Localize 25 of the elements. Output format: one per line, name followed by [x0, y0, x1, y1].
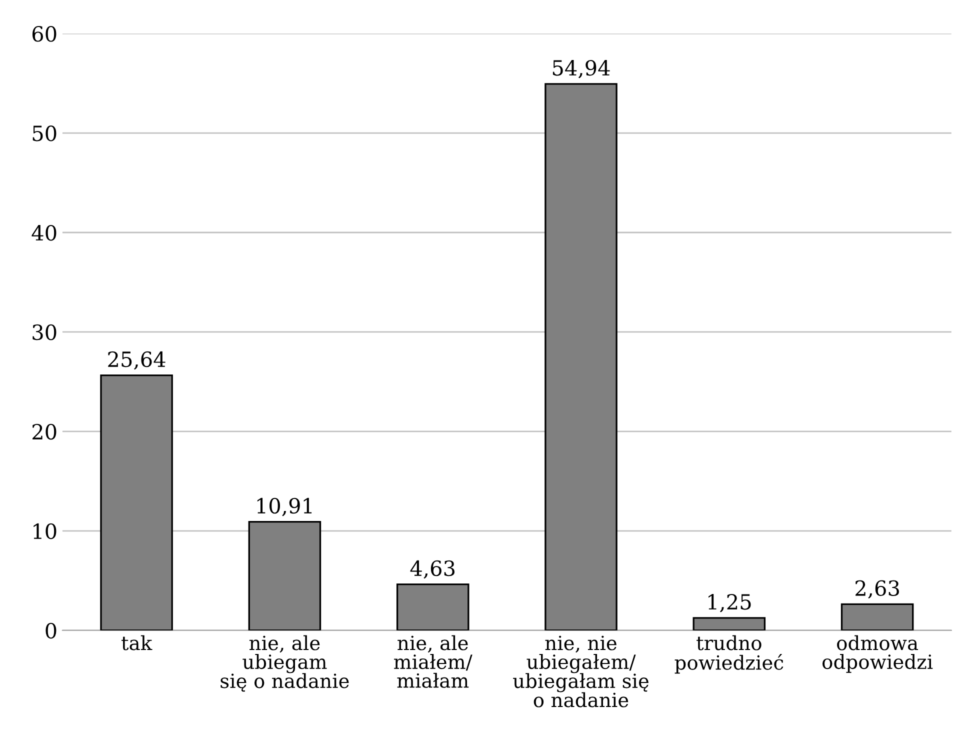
x-tick-label: odmowa odpowiedzi	[822, 635, 933, 673]
data-label: 10,91	[257, 498, 312, 516]
y-tick-label: 30	[32, 324, 56, 340]
bar	[840, 603, 914, 630]
bar	[248, 521, 322, 630]
bar	[396, 583, 470, 630]
data-label: 25,64	[108, 351, 166, 370]
y-tick-label: 20	[32, 424, 56, 440]
y-tick-label: 40	[32, 224, 56, 241]
y-tick-label: 60	[32, 26, 56, 42]
data-label: 1,25	[708, 594, 751, 612]
x-tick-label: nie, nie ubiegałem/ ubiegałam się o nadanie	[513, 636, 649, 708]
bar	[100, 374, 173, 630]
bar	[692, 617, 766, 630]
bar	[544, 83, 618, 630]
y-tick-label: 10	[34, 523, 56, 540]
x-tick-label: tak	[122, 635, 152, 650]
data-label: 2,63	[856, 580, 899, 599]
x-tick-label: nie, ale miałem/ miałam	[394, 635, 472, 688]
x-tick-label: trudno powiedzieć	[674, 635, 784, 674]
y-tick-label: 0	[46, 622, 56, 639]
data-label: 4,63	[410, 560, 454, 579]
x-tick-label: nie, ale ubiegam się o nadanie	[220, 635, 349, 692]
data-label: 54,94	[552, 60, 610, 78]
y-tick-label: 50	[32, 125, 56, 142]
